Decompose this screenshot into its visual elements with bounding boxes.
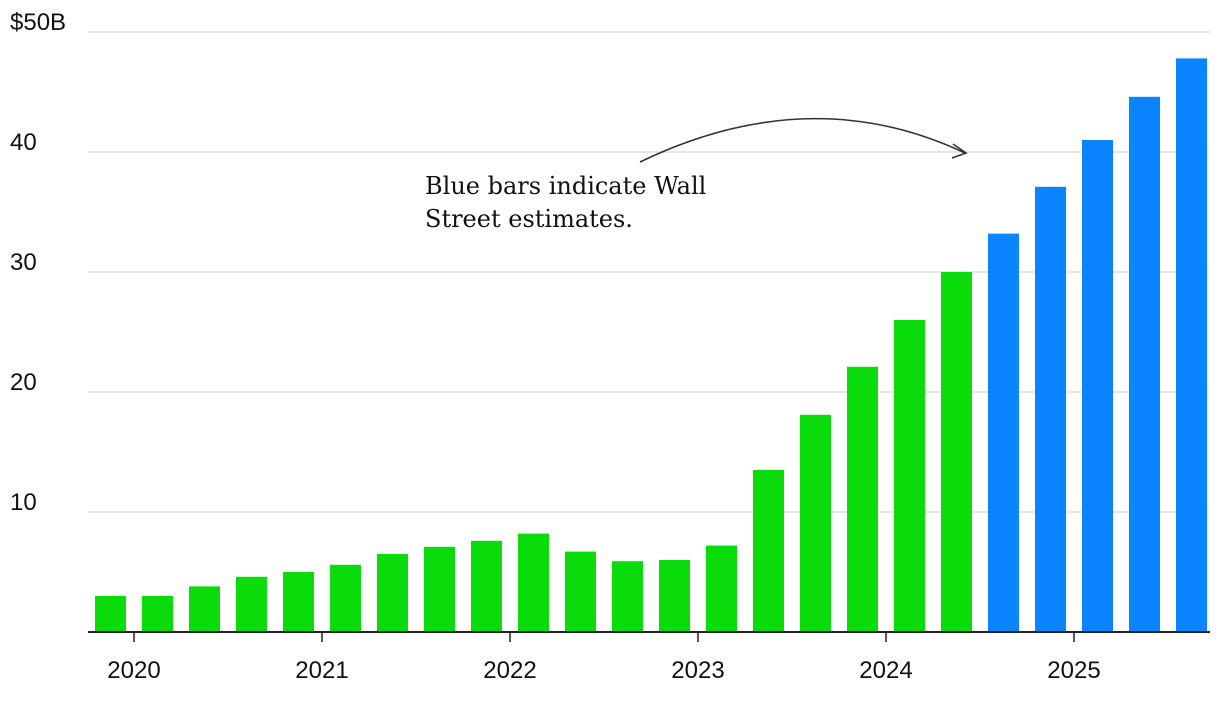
x-axis	[88, 631, 1210, 642]
gridlines	[88, 31, 1210, 513]
bar-actual-15	[800, 414, 831, 632]
x-tick-label-2025: 2025	[1047, 657, 1100, 684]
bar-actual-18	[941, 272, 972, 632]
annotation-arrow	[639, 117, 966, 163]
annotation: Blue bars indicate Wall Street estimates…	[425, 117, 968, 233]
annotation-arrowhead	[951, 143, 968, 159]
y-tick-label-20: 20	[10, 369, 37, 396]
bar-actual-0	[95, 596, 126, 632]
bar-actual-2	[189, 586, 220, 632]
x-tick-label-2023: 2023	[671, 657, 724, 684]
x-tick-label-2024: 2024	[859, 657, 912, 684]
bar-estimate-2	[1082, 140, 1113, 632]
annotation-line-2: Street estimates.	[425, 205, 633, 233]
bar-actual-7	[424, 546, 455, 632]
bar-actual-4	[283, 572, 314, 632]
bar-actual-16	[847, 366, 878, 632]
y-tick-label-50: $50B	[10, 9, 66, 36]
bar-estimate-0	[988, 233, 1019, 632]
y-tick-label-40: 40	[10, 129, 37, 156]
bars	[95, 58, 1207, 633]
bar-estimate-3	[1129, 96, 1160, 633]
bar-actual-12	[659, 560, 690, 632]
bar-actual-13	[706, 545, 737, 632]
tick-labels: 10 20 30 40 $50B 2020 2021 2022 2023 2024 2025	[10, 9, 1101, 684]
y-tick-label-10: 10	[10, 489, 37, 516]
x-tick-label-2021: 2021	[295, 657, 348, 684]
bar-actual-14	[753, 470, 784, 632]
bar-actual-1	[142, 596, 173, 632]
bar-estimate-4	[1176, 58, 1207, 632]
y-tick-label-30: 30	[10, 249, 37, 276]
bar-actual-3	[236, 576, 267, 632]
x-tick-label-2022: 2022	[483, 657, 536, 684]
bar-actual-17	[894, 320, 925, 632]
bar-actual-5	[330, 564, 361, 632]
bar-estimate-1	[1035, 186, 1066, 633]
bar-actual-10	[565, 551, 596, 632]
bar-actual-9	[518, 533, 549, 632]
bar-actual-11	[612, 561, 643, 632]
bar-actual-8	[471, 540, 502, 632]
annotation-line-1: Blue bars indicate Wall	[425, 172, 706, 200]
x-tick-label-2020: 2020	[107, 657, 160, 684]
bar-actual-6	[377, 554, 408, 632]
